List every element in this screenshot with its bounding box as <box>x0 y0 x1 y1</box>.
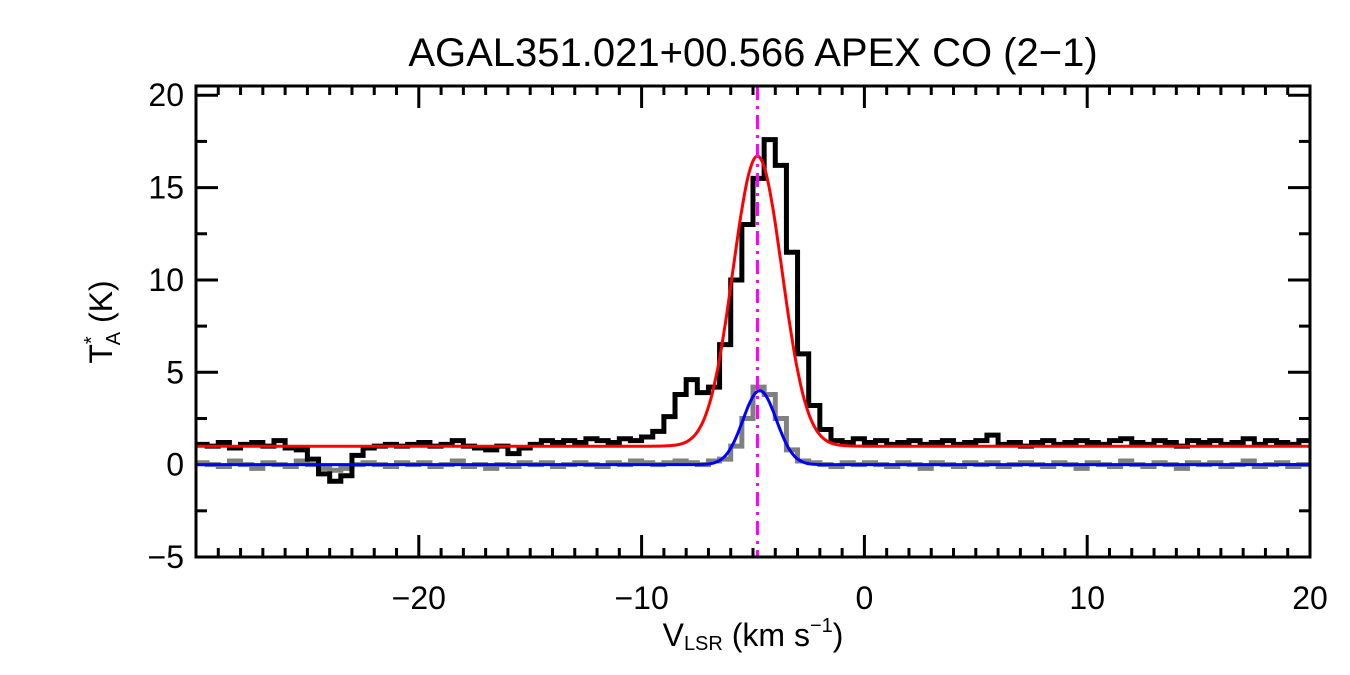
x-tick-label: 0 <box>856 580 874 616</box>
y-label-sup: * <box>81 336 103 344</box>
y-tick-label: −5 <box>148 539 184 575</box>
x-tick-label: 10 <box>1069 580 1105 616</box>
black-spectrum <box>196 137 1310 484</box>
y-tick-label: 15 <box>148 170 184 206</box>
x-axis-label: VLSR (km s−1) <box>663 615 844 655</box>
y-axis-label: T*A (K) <box>81 280 125 363</box>
plot-frame <box>194 84 1312 559</box>
y-label-sub: A <box>103 331 125 345</box>
x-tick-label: −20 <box>392 580 446 616</box>
x-label-sup: −1 <box>810 615 833 637</box>
y-tick-label: 0 <box>166 447 184 483</box>
x-tick-label: −10 <box>614 580 668 616</box>
chart-title: AGAL351.021+00.566 APEX CO (2−1) <box>408 31 1097 75</box>
blue-gaussian-fit <box>196 389 1309 467</box>
red-gaussian-fit <box>196 154 1309 448</box>
x-tick-label: 20 <box>1292 580 1328 616</box>
y-label-rest: (K) <box>83 280 119 332</box>
y-tick-label: 20 <box>148 77 184 113</box>
x-label-sub: LSR <box>684 633 723 655</box>
x-label-close: ) <box>833 617 844 653</box>
x-label-main: V <box>663 617 685 653</box>
y-tick-label: 10 <box>148 262 184 298</box>
x-label-rest: (km s <box>723 617 810 653</box>
y-tick-label: 5 <box>166 354 184 390</box>
y-label-main: T <box>83 344 119 364</box>
